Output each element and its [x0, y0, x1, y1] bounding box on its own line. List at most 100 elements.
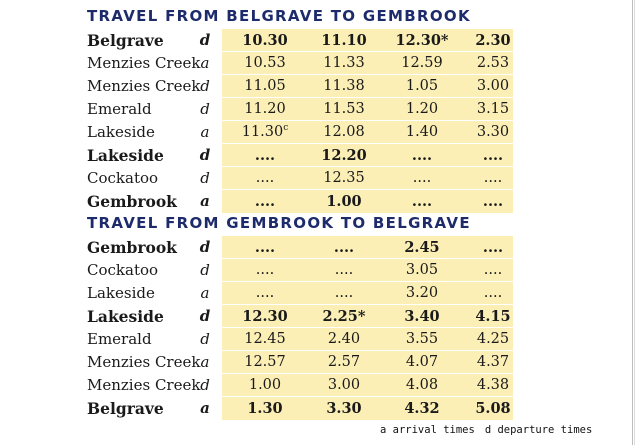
time-cell: 11.30c	[230, 121, 300, 144]
stop-name: Emerald	[87, 100, 152, 118]
time-value: 12.45	[244, 331, 286, 347]
time-cell: ....	[230, 259, 300, 282]
arrive-depart-marker: a	[200, 399, 210, 417]
time-value: 3.00	[327, 377, 361, 393]
time-value: ....	[483, 170, 503, 186]
time-cell: 2.53	[465, 52, 521, 75]
time-value: 5.08	[475, 400, 511, 417]
time-value: 3.20	[405, 285, 439, 301]
row-divider	[222, 281, 513, 282]
time-value: ....	[254, 239, 276, 256]
time-cell: 12.59	[387, 52, 457, 75]
legend: a arrival times d departure times	[380, 424, 592, 436]
table-row: Cockatoo d.... 12.35........	[0, 167, 640, 190]
time-cell: ....	[387, 144, 457, 167]
time-value: ....	[255, 170, 275, 186]
arrive-depart-marker: a	[200, 123, 210, 141]
footnote-marker: c	[283, 123, 289, 133]
time-cell: 2.57	[309, 351, 379, 374]
time-value: ....	[482, 239, 504, 256]
time-cell: 12.57	[230, 351, 300, 374]
time-cell: 1.05	[387, 75, 457, 98]
time-value: 2.53	[476, 55, 510, 71]
row-divider	[222, 350, 513, 351]
time-value: ....	[333, 239, 355, 256]
time-value: 11.05	[244, 78, 286, 94]
arrive-depart-marker: d	[199, 31, 211, 49]
stop-name: Gembrook	[87, 238, 177, 257]
stop-name: Menzies Creek	[87, 353, 201, 371]
time-cell: 12.45	[230, 328, 300, 351]
time-cell: 4.07	[387, 351, 457, 374]
time-value: 2.25*	[322, 308, 366, 325]
time-cell: ....	[465, 167, 521, 190]
row-divider	[222, 97, 513, 98]
time-cell: ....	[230, 282, 300, 305]
stop-name: Cockatoo	[87, 169, 159, 187]
time-cell: 11.05	[230, 75, 300, 98]
time-cell: ....	[230, 144, 300, 167]
time-value: 2.30	[475, 32, 511, 49]
stop-name: Lakeside	[87, 146, 164, 165]
time-cell: 11.10	[309, 29, 379, 52]
table-row: Menzies Creek d 1.00 3.00 4.08 4.38	[0, 374, 640, 397]
table-row: Gembrook d........ 2.45....	[0, 236, 640, 259]
time-value: 3.05	[405, 262, 439, 278]
time-value: ....	[412, 170, 432, 186]
time-cell: 3.00	[465, 75, 521, 98]
time-value: 12.20	[321, 147, 367, 164]
time-value: 4.15	[475, 308, 511, 325]
arrive-depart-marker: a	[200, 353, 210, 371]
time-cell: 4.32	[387, 397, 457, 420]
time-value: 12.08	[323, 124, 365, 140]
time-value: 1.05	[405, 78, 439, 94]
time-cell: 12.08	[309, 121, 379, 144]
table-row: Lakeside a........ 3.20....	[0, 282, 640, 305]
time-value: ....	[255, 262, 275, 278]
time-value: 1.20	[405, 101, 439, 117]
time-cell: 4.08	[387, 374, 457, 397]
time-value: ....	[411, 147, 433, 164]
table-row: Belgrave d 10.30 11.10 12.30* 2.30	[0, 29, 640, 52]
table-row: Cockatoo d........ 3.05....	[0, 259, 640, 282]
time-cell: 4.15	[465, 305, 521, 328]
time-value: ....	[255, 285, 275, 301]
time-value: ....	[483, 285, 503, 301]
time-cell: ....	[309, 259, 379, 282]
time-cell: 3.40	[387, 305, 457, 328]
row-divider	[222, 189, 513, 190]
time-value: 12.35	[323, 170, 365, 186]
time-value: 2.45	[404, 239, 440, 256]
legend-arrival: a arrival times	[380, 424, 475, 436]
stop-name: Menzies Creek	[87, 376, 201, 394]
time-cell: 3.05	[387, 259, 457, 282]
arrive-depart-marker: a	[200, 192, 210, 210]
time-value: 11.20	[244, 101, 286, 117]
time-value: 3.40	[404, 308, 440, 325]
time-value: 11.53	[323, 101, 365, 117]
table-row: Lakeside a 11.30c 12.08 1.40 3.30	[0, 121, 640, 144]
stop-name: Emerald	[87, 330, 152, 348]
row-divider	[222, 120, 513, 121]
time-cell: ....	[309, 236, 379, 259]
time-cell: 1.00	[309, 190, 379, 213]
time-value: 4.25	[476, 331, 510, 347]
time-value: 10.30	[242, 32, 288, 49]
time-value: 11.33	[323, 55, 365, 71]
time-cell: 11.33	[309, 52, 379, 75]
page-edge-shadow	[634, 0, 635, 445]
time-cell: 1.40	[387, 121, 457, 144]
time-value: 11.30	[241, 124, 284, 140]
time-value: 4.08	[405, 377, 439, 393]
time-cell: 2.45	[387, 236, 457, 259]
time-value: 4.38	[476, 377, 510, 393]
time-value: ....	[254, 193, 276, 210]
time-value: 1.40	[405, 124, 439, 140]
table-row: Menzies Creek d 11.05 11.38 1.05 3.00	[0, 75, 640, 98]
row-divider	[222, 396, 513, 397]
table-row: Menzies Creek a 12.57 2.57 4.07 4.37	[0, 351, 640, 374]
times-panel	[222, 29, 513, 213]
section-title: TRAVEL FROM BELGRAVE TO GEMBROOK	[87, 7, 471, 25]
arrive-depart-marker: a	[200, 284, 210, 302]
time-cell: 10.53	[230, 52, 300, 75]
